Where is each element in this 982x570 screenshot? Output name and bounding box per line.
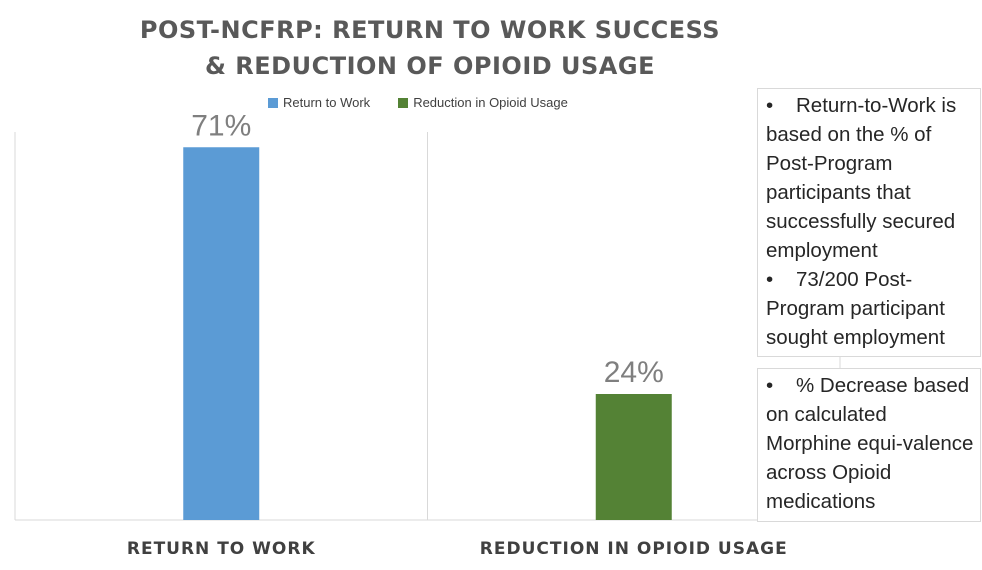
category-label-1: REDUCTION IN OPIOID USAGE bbox=[480, 539, 788, 559]
legend-item-opioid-reduction: Reduction in Opioid Usage bbox=[398, 95, 568, 110]
chart-title: POST-NCFRP: RETURN TO WORK SUCCESS & RED… bbox=[60, 12, 800, 84]
note-text: % Decrease based on calculated Morphine … bbox=[766, 374, 974, 513]
chart-title-line-2: & REDUCTION OF OPIOID USAGE bbox=[205, 52, 655, 80]
note-item: •% Decrease based on calculated Morphine… bbox=[766, 371, 974, 516]
note-text: Return-to-Work is based on the % of Post… bbox=[766, 94, 957, 262]
bar-0 bbox=[183, 147, 260, 520]
legend-swatch-return-to-work bbox=[268, 97, 278, 108]
category-label-0: RETURN TO WORK bbox=[127, 539, 316, 559]
chart-title-line-1: POST-NCFRP: RETURN TO WORK SUCCESS bbox=[139, 16, 721, 44]
legend-label-opioid-reduction: Reduction in Opioid Usage bbox=[413, 95, 568, 110]
bullet-icon: • bbox=[766, 94, 774, 117]
bullet-icon: • bbox=[766, 268, 774, 291]
note-box-return-to-work: • Return-to-Work is based on the % of Pos… bbox=[757, 88, 981, 357]
note-box-opioid-reduction: •% Decrease based on calculated Morphine… bbox=[757, 368, 981, 522]
note-item: • 73/200 Post-Program participant sought … bbox=[766, 265, 974, 352]
bar-1 bbox=[595, 394, 672, 520]
bullet-icon: • bbox=[766, 374, 774, 397]
legend-label-return-to-work: Return to Work bbox=[283, 95, 371, 110]
legend-swatch-opioid-reduction bbox=[398, 97, 409, 108]
chart-legend: Return to Work Reduction in Opioid Usage bbox=[268, 95, 596, 110]
data-label-1: 24% bbox=[604, 356, 664, 389]
note-item: • Return-to-Work is based on the % of Pos… bbox=[766, 91, 974, 265]
note-text: 73/200 Post-Program participant sought e… bbox=[766, 268, 945, 349]
data-label-0: 71% bbox=[191, 109, 251, 142]
legend-item-return-to-work: Return to Work bbox=[268, 95, 370, 110]
